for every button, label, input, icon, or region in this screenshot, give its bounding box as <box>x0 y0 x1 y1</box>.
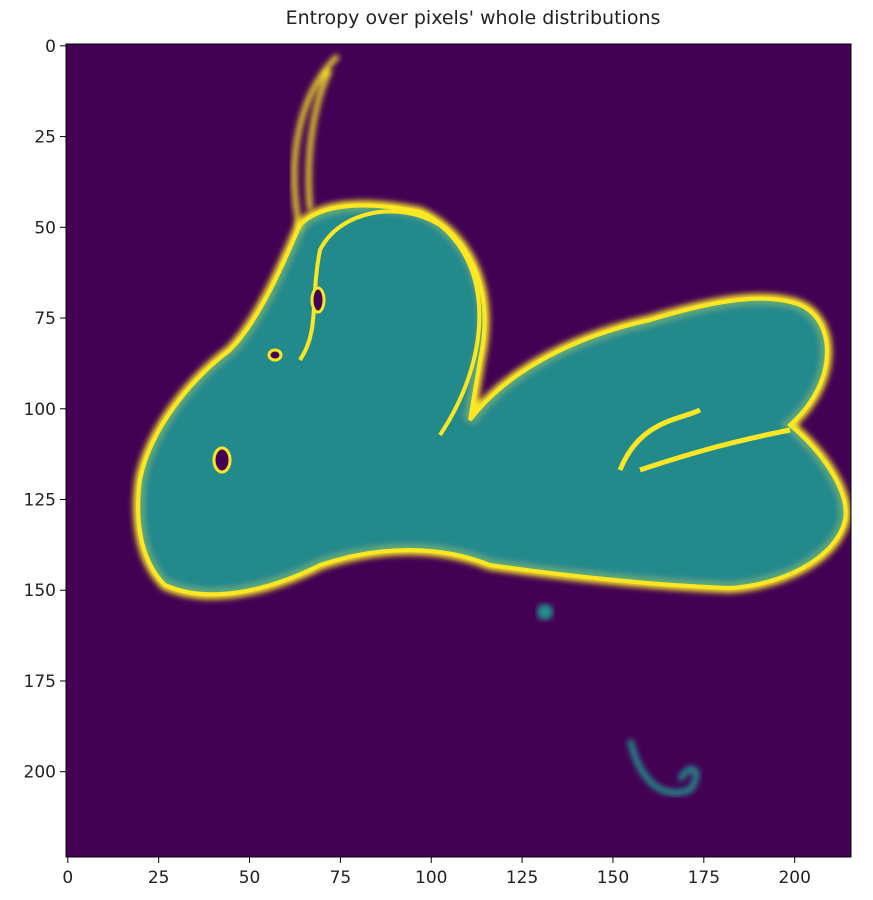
y-tick-label: 100 <box>24 400 56 420</box>
x-tick-label: 150 <box>597 868 629 888</box>
chart: Entropy over pixels' whole distributions… <box>0 0 873 896</box>
heatmap-image <box>66 44 851 857</box>
x-tick-label: 75 <box>330 868 352 888</box>
x-tick-label: 50 <box>239 868 261 888</box>
y-tick-label: 150 <box>24 581 56 601</box>
y-tick-label: 175 <box>24 672 56 692</box>
x-tick-label: 200 <box>778 868 810 888</box>
x-tick-label: 25 <box>148 868 170 888</box>
x-tick-label: 175 <box>688 868 720 888</box>
y-tick-label: 125 <box>24 490 56 510</box>
y-tick-label: 25 <box>34 128 56 148</box>
x-tick-label: 0 <box>62 868 73 888</box>
y-tick-label: 50 <box>34 218 56 238</box>
chart-title: Entropy over pixels' whole distributions <box>286 7 661 29</box>
x-tick-label: 100 <box>415 868 447 888</box>
y-tick-label: 75 <box>34 309 56 329</box>
y-tick-label: 0 <box>45 37 56 57</box>
x-tick-label: 125 <box>506 868 538 888</box>
y-tick-label: 200 <box>24 763 56 783</box>
